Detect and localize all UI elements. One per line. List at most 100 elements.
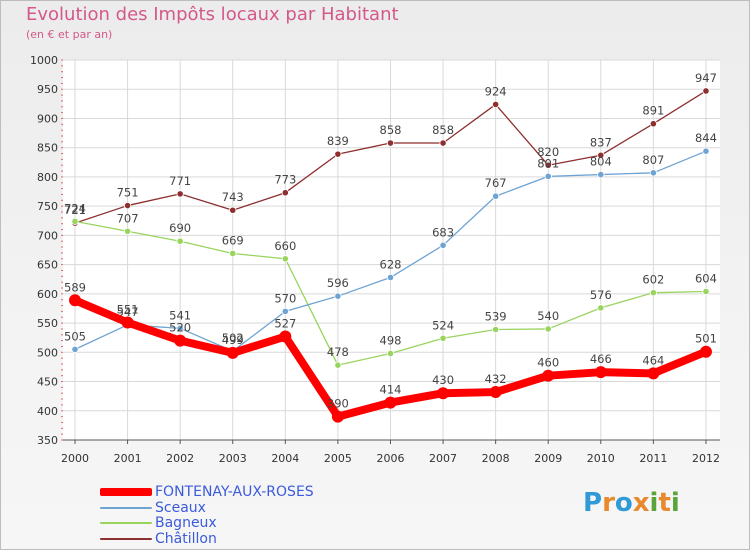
data-point xyxy=(702,147,710,155)
logo-letter: o xyxy=(614,488,633,518)
data-label: 924 xyxy=(485,84,507,98)
logo-letter: r xyxy=(602,488,615,518)
data-point xyxy=(649,289,657,297)
data-label: 432 xyxy=(485,372,507,386)
x-tick-label: 2008 xyxy=(482,452,510,465)
y-tick-label: 350 xyxy=(37,434,58,447)
x-tick-label: 2010 xyxy=(587,452,615,465)
y-tick-label: 550 xyxy=(37,317,58,330)
data-point xyxy=(123,201,132,210)
data-label: 576 xyxy=(590,288,612,302)
y-tick-label: 950 xyxy=(37,83,58,96)
legend-swatch xyxy=(100,538,152,540)
data-point xyxy=(386,349,395,358)
data-label: 570 xyxy=(274,291,296,305)
y-tick-label: 400 xyxy=(37,405,58,418)
logo-letter: x xyxy=(632,488,650,518)
data-point xyxy=(702,87,710,95)
data-point xyxy=(492,325,500,334)
data-point xyxy=(647,367,660,380)
data-point xyxy=(649,169,657,177)
data-label: 604 xyxy=(695,272,717,286)
data-point xyxy=(176,324,184,332)
data-label: 596 xyxy=(327,276,349,290)
x-tick-label: 2003 xyxy=(219,452,247,465)
data-point xyxy=(699,345,712,358)
legend-label: FONTENAY-AUX-ROSES xyxy=(155,484,314,500)
data-point xyxy=(71,217,79,225)
data-label: 721 xyxy=(64,203,86,217)
y-tick-label: 700 xyxy=(37,229,58,242)
data-point xyxy=(384,396,397,409)
legend-label: Bagneux xyxy=(155,515,217,531)
data-point xyxy=(279,330,292,343)
chart-title: Evolution des Impôts locaux par Habitant xyxy=(26,4,399,25)
data-label: 414 xyxy=(380,383,402,397)
y-tick-label: 500 xyxy=(37,346,58,359)
data-label: 527 xyxy=(274,317,296,331)
data-point xyxy=(439,241,447,249)
proxiti-logo: Proxiti xyxy=(583,488,680,518)
y-tick-label: 850 xyxy=(37,142,58,155)
logo-letter: P xyxy=(583,488,603,518)
data-label: 858 xyxy=(380,123,402,137)
data-point xyxy=(334,150,342,158)
y-tick-label: 800 xyxy=(37,171,58,184)
plot-area xyxy=(63,60,720,440)
data-label: 683 xyxy=(432,225,454,239)
data-point xyxy=(492,100,500,109)
data-point xyxy=(229,249,237,258)
data-label: 589 xyxy=(64,280,86,294)
data-point xyxy=(334,361,342,369)
data-label: 390 xyxy=(327,397,349,411)
data-point xyxy=(386,139,395,147)
data-label: 460 xyxy=(537,356,559,370)
data-point xyxy=(544,325,552,333)
y-tick-label: 900 xyxy=(37,112,58,125)
x-tick-label: 2009 xyxy=(534,452,562,465)
data-label: 743 xyxy=(222,190,244,204)
data-label: 551 xyxy=(117,302,139,316)
data-point xyxy=(544,161,552,169)
y-tick-label: 600 xyxy=(37,288,58,301)
data-label: 807 xyxy=(642,153,664,167)
data-label: 844 xyxy=(695,131,717,145)
data-point xyxy=(174,334,187,347)
legend-label: Châtillon xyxy=(155,531,217,547)
data-label: 947 xyxy=(695,71,717,85)
data-label: 505 xyxy=(64,329,86,343)
data-point xyxy=(281,307,289,315)
data-point xyxy=(439,139,447,147)
data-point xyxy=(121,316,134,329)
data-point xyxy=(229,206,237,214)
y-tick-label: 450 xyxy=(37,376,58,389)
data-label: 707 xyxy=(117,211,139,225)
legend-swatch xyxy=(100,488,152,496)
data-point xyxy=(281,255,289,263)
data-point xyxy=(594,366,607,379)
data-label: 820 xyxy=(537,145,559,159)
x-tick-label: 2012 xyxy=(692,452,720,465)
x-tick-label: 2005 xyxy=(324,452,352,465)
data-point xyxy=(492,192,500,200)
data-label: 751 xyxy=(117,186,139,200)
data-point xyxy=(386,273,395,282)
data-point xyxy=(702,287,710,296)
x-tick-label: 2006 xyxy=(376,452,404,465)
data-label: 464 xyxy=(642,353,664,367)
data-label: 539 xyxy=(485,310,507,324)
data-label: 837 xyxy=(590,135,612,149)
logo-letter: i xyxy=(649,488,659,518)
data-label: 602 xyxy=(642,273,664,287)
data-label: 804 xyxy=(590,155,612,169)
data-label: 502 xyxy=(222,331,244,345)
data-point xyxy=(437,387,450,400)
data-point xyxy=(597,304,605,312)
logo-letter: i xyxy=(670,488,680,518)
data-label: 801 xyxy=(537,156,559,170)
data-label: 771 xyxy=(169,174,191,188)
data-label: 690 xyxy=(169,221,191,235)
data-point xyxy=(542,369,555,382)
data-label: 501 xyxy=(695,332,717,346)
